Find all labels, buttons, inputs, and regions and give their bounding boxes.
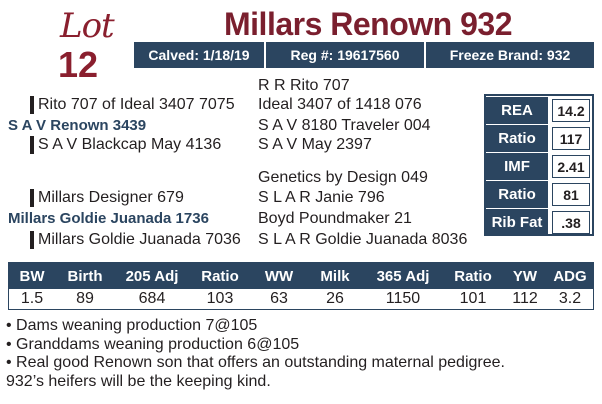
note-item: 932’s heifers will be the keeping kind. <box>6 372 271 390</box>
value-cell: 103 <box>206 290 234 307</box>
carcass-label: IMF <box>486 153 548 180</box>
value-cell: 684 <box>138 290 166 307</box>
pedigree-sire-sire: Rito 707 of Ideal 3407 7075 <box>38 96 235 113</box>
calved-date: Calved: 1/18/19 <box>134 42 266 68</box>
pedigree-sire-dam: S A V Blackcap May 4136 <box>38 136 222 153</box>
pedigree-dam-sire-dam: S L A R Janie 796 <box>258 189 385 206</box>
header-cell: BW <box>19 267 45 285</box>
value-cell: 3.2 <box>558 290 582 307</box>
pedigree-dam-sire: Millars Designer 679 <box>38 189 184 206</box>
carcass-row-rea: REA 14.2 <box>486 97 592 124</box>
carcass-value: .38 <box>552 211 590 234</box>
animal-name: Millars Renown 932 <box>224 6 512 42</box>
carcass-data-box: REA 14.2 Ratio 117 IMF 2.41 Ratio 81 Rib… <box>484 94 594 236</box>
pedigree-sire-sire-dam: Ideal 3407 of 1418 076 <box>258 96 422 113</box>
value-cell: 63 <box>270 290 288 307</box>
notes-list: • Dams weaning production 7@105 • Grandd… <box>6 317 505 391</box>
header-cell: Ratio <box>201 267 239 285</box>
carcass-label: REA <box>486 97 548 124</box>
header-cell: ADG <box>553 267 587 285</box>
carcass-row-rea-ratio: Ratio 117 <box>486 125 592 152</box>
note-item: • Dams weaning production 7@105 <box>6 317 258 334</box>
pedigree-connector <box>30 136 34 154</box>
carcass-label: Ratio <box>486 125 548 152</box>
header-cell: YW <box>512 267 538 285</box>
header-cell: WW <box>264 267 294 285</box>
pedigree-sire-dam-dam: S A V May 2397 <box>258 136 372 153</box>
pedigree-sire-sire-sire: R R Rito 707 <box>258 77 350 94</box>
pedigree-dam-dam: Millars Goldie Juanada 7036 <box>38 231 241 248</box>
header-cell: Ratio <box>454 267 492 285</box>
carcass-row-imf: IMF 2.41 <box>486 153 592 180</box>
note-item: • Real good Renown son that offers an ou… <box>6 354 505 371</box>
carcass-value: 81 <box>552 183 590 206</box>
value-cell: 1150 <box>385 290 421 307</box>
pedigree-sire: S A V Renown 3439 <box>8 117 147 134</box>
value-cell: 89 <box>76 290 94 307</box>
value-cell: 26 <box>326 290 344 307</box>
lot-label: Lot <box>60 6 115 46</box>
pedigree-connector <box>30 96 34 114</box>
note-item: • Granddams weaning production 6@105 <box>6 335 300 353</box>
freeze-brand: Freeze Brand: 932 <box>449 47 571 63</box>
carcass-row-rib-fat: Rib Fat .38 <box>486 209 592 236</box>
header-cell: 205 Adj <box>125 267 179 285</box>
header-cell: 365 Adj <box>376 267 430 285</box>
carcass-value: 2.41 <box>552 155 590 178</box>
value-cell: 112 <box>512 290 538 307</box>
carcass-label: Rib Fat <box>486 209 548 236</box>
lot-number: 12 <box>58 44 99 85</box>
info-bar: Calved: 1/18/19 Reg #: 19617560 Freeze B… <box>134 42 594 68</box>
pedigree-dam-sire-sire: Genetics by Design 049 <box>258 169 428 186</box>
performance-header-row: BW Birth 205 Adj Ratio WW Milk 365 Adj R… <box>9 263 593 289</box>
header-cell: Birth <box>67 267 103 285</box>
pedigree-connector <box>30 189 34 207</box>
header-cell: Milk <box>320 267 350 285</box>
registration-number: Reg #: 19617560 <box>266 42 426 68</box>
pedigree-dam-dam-dam: S L A R Goldie Juanada 8036 <box>258 231 468 248</box>
pedigree-connector <box>30 231 34 249</box>
pedigree-sire-dam-sire: S A V 8180 Traveler 004 <box>258 117 431 134</box>
carcass-label: Ratio <box>486 181 548 208</box>
value-cell: 1.5 <box>20 290 44 307</box>
carcass-row-imf-ratio: Ratio 81 <box>486 181 592 208</box>
value-cell: 101 <box>459 290 487 307</box>
pedigree-dam-dam-sire: Boyd Poundmaker 21 <box>258 210 412 227</box>
pedigree-dam: Millars Goldie Juanada 1736 <box>8 210 209 227</box>
carcass-value: 14.2 <box>552 99 590 122</box>
performance-value-row: 1.5 89 684 103 63 26 1150 101 112 3.2 <box>9 289 593 309</box>
carcass-value: 117 <box>552 127 590 150</box>
performance-table: BW Birth 205 Adj Ratio WW Milk 365 Adj R… <box>8 262 594 310</box>
